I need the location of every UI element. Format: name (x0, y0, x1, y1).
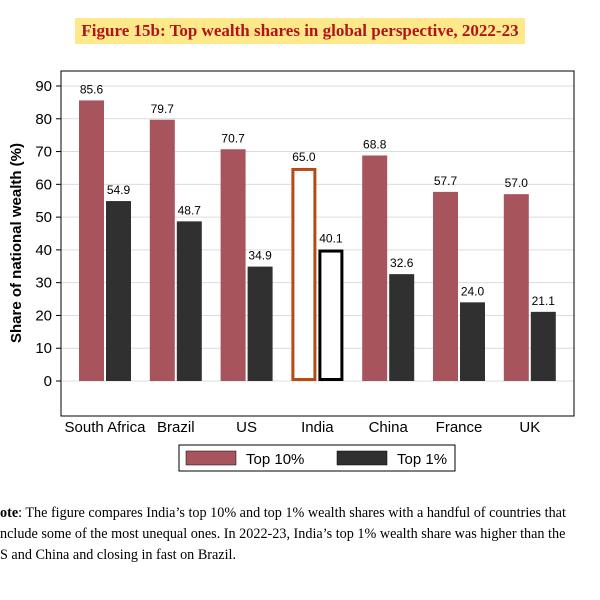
bar-top10-india (291, 167, 317, 381)
bar-top1-south-africa (106, 201, 131, 381)
bar-top10-france (433, 191, 458, 381)
x-tick-label: US (236, 419, 257, 436)
data-label: 32.6 (390, 256, 414, 270)
data-label: 70.7 (221, 131, 245, 145)
data-label: 40.1 (319, 232, 343, 246)
data-label: 34.9 (248, 249, 272, 263)
x-tick-label: UK (519, 419, 540, 436)
bar-top1-uk (530, 311, 556, 381)
bar-chart: 0 10 20 30 40 50 60 70 80 90 85.6 54.9 79.7 48.7 70.7… (8, 70, 575, 472)
note-line-1: ote: The figure compares India’s top 10%… (0, 503, 600, 524)
x-tick-label: India (301, 419, 334, 436)
y-tick-label: 40 (35, 242, 52, 259)
note-line-3: S and China and closing in fast on Brazi… (0, 547, 237, 563)
grid-lines (61, 85, 574, 382)
data-label: 57.0 (505, 176, 529, 190)
figure-note: ote: The figure compares India’s top 10%… (0, 503, 600, 566)
y-tick-label: 90 (35, 78, 52, 95)
plot-frame (60, 70, 575, 417)
data-label: 65.0 (292, 150, 316, 164)
data-label: 85.6 (80, 82, 104, 96)
legend-swatch-top10 (185, 450, 237, 466)
figure-title: Figure 15b: Top wealth shares in global … (75, 18, 525, 44)
legend-label-top10: Top 10% (246, 451, 304, 468)
data-label: 68.8 (363, 137, 387, 151)
y-axis: 0 10 20 30 40 50 60 70 80 90 (35, 78, 61, 390)
legend-swatch-top1 (336, 450, 388, 466)
data-label: 21.1 (532, 294, 556, 308)
bar-top10-china (362, 155, 388, 381)
y-tick-label: 20 (35, 307, 52, 324)
bar-top1-brazil (176, 221, 202, 381)
bar-top1-france (460, 302, 485, 381)
x-tick-label: China (369, 419, 409, 436)
legend: Top 10% Top 1% (178, 444, 456, 472)
legend-label-top1: Top 1% (397, 451, 447, 468)
y-axis-label: Share of national wealth (%) (8, 143, 25, 343)
y-tick-label: 0 (44, 373, 52, 390)
note-label: ote (0, 505, 19, 521)
data-label: 54.9 (107, 183, 131, 197)
note-text-1: : The figure compares India’s top 10% an… (18, 505, 566, 521)
x-axis: South Africa Brazil US India China France UK (65, 419, 541, 436)
bar-top10-south-africa (79, 100, 104, 381)
bar-top1-india (318, 249, 344, 381)
y-tick-label: 30 (35, 275, 52, 292)
y-tick-label: 80 (35, 111, 52, 128)
data-label: 57.7 (434, 174, 458, 188)
x-tick-label: Brazil (157, 419, 195, 436)
data-label: 48.7 (178, 203, 202, 217)
x-tick-label: France (436, 419, 483, 436)
bar-top10-us (220, 149, 246, 381)
bars: 85.6 54.9 79.7 48.7 70.7 34.9 65.0 40.1 68.8 32.6… (79, 82, 556, 381)
y-tick-label: 50 (35, 209, 52, 226)
y-tick-label: 70 (35, 144, 52, 161)
bar-top1-china (389, 274, 415, 381)
note-line-2: nclude some of the most unequal ones. In… (0, 526, 566, 542)
data-label: 79.7 (151, 102, 175, 116)
figure-title-wrap: Figure 15b: Top wealth shares in global … (0, 18, 600, 44)
x-tick-label: South Africa (65, 419, 147, 436)
data-label: 24.0 (461, 284, 485, 298)
bar-top1-us (247, 266, 273, 381)
bar-top10-brazil (149, 119, 175, 381)
y-tick-label: 60 (35, 176, 52, 193)
bar-top10-uk (503, 194, 529, 381)
y-tick-label: 10 (35, 340, 52, 357)
